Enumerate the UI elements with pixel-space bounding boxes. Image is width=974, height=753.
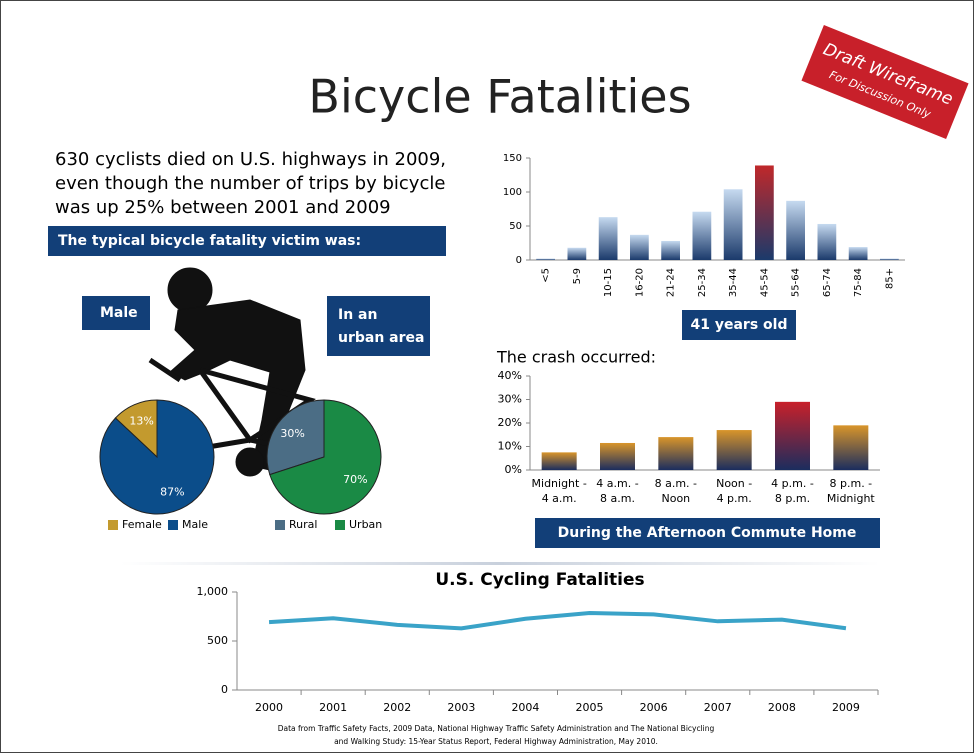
x-tick-label: Noon - bbox=[716, 477, 752, 490]
legend-swatch bbox=[108, 520, 118, 530]
y-tick-label: 20% bbox=[498, 416, 522, 429]
slice-label: 87% bbox=[160, 486, 184, 499]
x-tick-label: 10-15 bbox=[603, 268, 614, 297]
label-text: urban area bbox=[338, 330, 424, 346]
x-tick-label: 21-24 bbox=[666, 268, 677, 297]
x-tick-label: Midnight - bbox=[532, 477, 587, 490]
bar bbox=[599, 217, 618, 260]
x-tick-label: 4 p.m. - bbox=[771, 477, 814, 490]
banner-text: During the Afternoon Commute Home bbox=[558, 525, 857, 541]
x-tick-label: 2003 bbox=[447, 701, 475, 714]
bar bbox=[833, 425, 868, 470]
bar bbox=[880, 259, 899, 260]
legend-swatch bbox=[168, 520, 178, 530]
separator bbox=[120, 562, 880, 565]
bar bbox=[536, 259, 555, 260]
x-tick-label: 2005 bbox=[576, 701, 604, 714]
x-tick-label: 16-20 bbox=[634, 268, 645, 297]
legend-swatch bbox=[275, 520, 285, 530]
x-tick-label: 45-54 bbox=[759, 268, 770, 297]
legend-label: Rural bbox=[289, 518, 317, 531]
x-tick-label: 4 p.m. bbox=[717, 492, 752, 505]
x-tick-label: 55-64 bbox=[791, 268, 802, 297]
title: Bicycle Fatalities bbox=[308, 70, 691, 124]
y-tick-label: 0 bbox=[221, 683, 228, 696]
x-tick-label: 4 a.m. - bbox=[596, 477, 638, 490]
y-tick-label: 150 bbox=[503, 153, 522, 164]
x-tick-label: 25-34 bbox=[697, 268, 708, 297]
intro: 630 cyclists died on U.S. highways in 20… bbox=[55, 149, 446, 170]
banner-text: The typical bicycle fatality victim was: bbox=[58, 233, 361, 249]
x-tick-label: 8 a.m. bbox=[600, 492, 635, 505]
x-tick-label: 35-44 bbox=[728, 268, 739, 297]
bar bbox=[786, 201, 805, 260]
legend-label: Female bbox=[122, 518, 162, 531]
y-tick-label: 1,000 bbox=[197, 585, 229, 598]
bar bbox=[661, 241, 680, 260]
label-text: In an bbox=[338, 307, 377, 323]
y-tick-label: 0% bbox=[505, 463, 522, 476]
banner-text: 41 years old bbox=[691, 317, 788, 333]
x-tick-label: 8 a.m. - bbox=[655, 477, 697, 490]
slice-label: 70% bbox=[343, 473, 367, 486]
x-tick-label: 75-84 bbox=[853, 268, 864, 297]
x-tick-label: 8 p.m. - bbox=[830, 477, 873, 490]
source: and Walking Study: 15-Year Status Report… bbox=[334, 737, 658, 746]
intro: was up 25% between 2001 and 2009 bbox=[55, 197, 391, 218]
x-tick-label: 2000 bbox=[255, 701, 283, 714]
legend-swatch bbox=[335, 520, 345, 530]
bar bbox=[568, 248, 587, 260]
x-tick-label: 65-74 bbox=[822, 268, 833, 297]
bar bbox=[775, 402, 810, 470]
y-tick-label: 500 bbox=[207, 634, 228, 647]
x-tick-label: 2002 bbox=[383, 701, 411, 714]
page: Draft Wireframe For Discussion Only Bicy… bbox=[0, 0, 974, 753]
y-tick-label: 40% bbox=[498, 369, 522, 382]
heading: The crash occurred: bbox=[496, 348, 656, 367]
chart-title: U.S. Cycling Fatalities bbox=[435, 570, 644, 590]
bar bbox=[849, 247, 868, 260]
label-text: Male bbox=[100, 305, 138, 321]
y-tick-label: 50 bbox=[509, 221, 522, 232]
x-tick-label: 2001 bbox=[319, 701, 347, 714]
legend-label: Male bbox=[182, 518, 208, 531]
bar bbox=[600, 443, 635, 470]
intro: even though the number of trips by bicyc… bbox=[55, 173, 445, 194]
bar bbox=[658, 437, 693, 470]
slice-label: 13% bbox=[129, 414, 153, 427]
bar bbox=[818, 224, 837, 260]
x-tick-label: <5 bbox=[541, 268, 552, 283]
x-tick-label: 2004 bbox=[511, 701, 539, 714]
x-tick-label: 85+ bbox=[884, 268, 895, 289]
y-tick-label: 30% bbox=[498, 393, 522, 406]
x-tick-label: 4 a.m. bbox=[542, 492, 577, 505]
x-tick-label: 8 p.m. bbox=[775, 492, 810, 505]
source: Data from Traffic Safety Facts, 2009 Dat… bbox=[278, 724, 715, 733]
bar bbox=[724, 189, 743, 260]
chainring bbox=[236, 448, 264, 476]
bar bbox=[542, 452, 577, 470]
slice-label: 30% bbox=[280, 427, 304, 440]
label-box bbox=[327, 296, 430, 356]
x-tick-label: 2006 bbox=[640, 701, 668, 714]
head bbox=[168, 268, 212, 312]
x-tick-label: Midnight bbox=[827, 492, 876, 505]
x-tick-label: 2008 bbox=[768, 701, 796, 714]
y-tick-label: 100 bbox=[503, 187, 522, 198]
x-tick-label: 2009 bbox=[832, 701, 860, 714]
y-tick-label: 10% bbox=[498, 440, 522, 453]
legend-label: Urban bbox=[349, 518, 382, 531]
bar bbox=[717, 430, 752, 470]
x-tick-label: 2007 bbox=[704, 701, 732, 714]
bar bbox=[630, 235, 649, 260]
x-tick-label: Noon bbox=[661, 492, 690, 505]
bar bbox=[755, 165, 774, 260]
y-tick-label: 0 bbox=[516, 255, 522, 266]
bar bbox=[693, 212, 712, 260]
x-tick-label: 5-9 bbox=[572, 268, 583, 284]
